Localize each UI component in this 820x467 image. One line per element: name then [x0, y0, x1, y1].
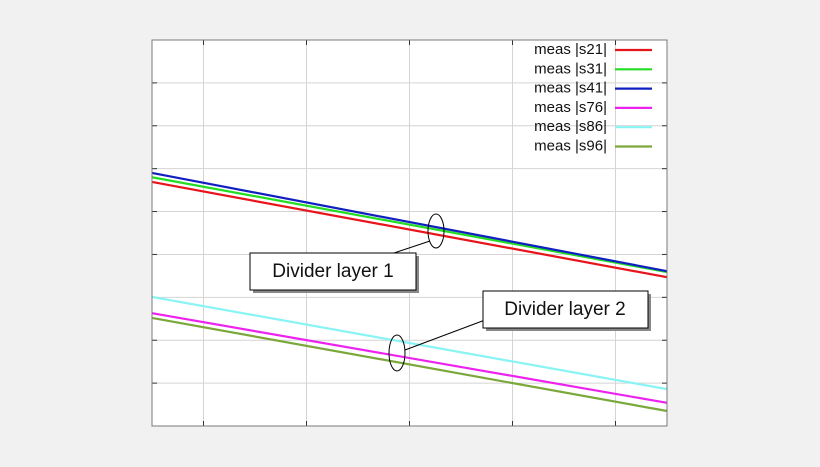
legend-label: meas |s31| — [534, 60, 607, 77]
series-line — [151, 312, 668, 404]
annotation-box — [482, 290, 649, 329]
series-line — [151, 316, 668, 413]
legend-label: meas |s21| — [534, 41, 607, 58]
series-line — [151, 180, 668, 279]
annotation-ellipse — [388, 334, 406, 372]
series-line — [151, 176, 668, 274]
plot-border — [151, 39, 668, 427]
legend: meas |s21| meas |s31| meas |s41| meas |s76|… — [534, 41, 652, 154]
annotation-text: Divider layer 2 — [504, 299, 625, 320]
annotation-ellipse — [427, 213, 445, 249]
series-line — [151, 171, 668, 273]
series-line — [151, 295, 668, 391]
annotation-box — [249, 252, 417, 291]
legend-label: meas |s96| — [534, 137, 607, 154]
annotation-text: Divider layer 1 — [272, 261, 393, 282]
legend-label: meas |s41| — [534, 80, 607, 97]
legend-label: meas |s86| — [534, 118, 607, 135]
lines — [151, 171, 668, 413]
annotation-leader — [404, 319, 486, 351]
legend-label: meas |s76| — [534, 99, 607, 116]
